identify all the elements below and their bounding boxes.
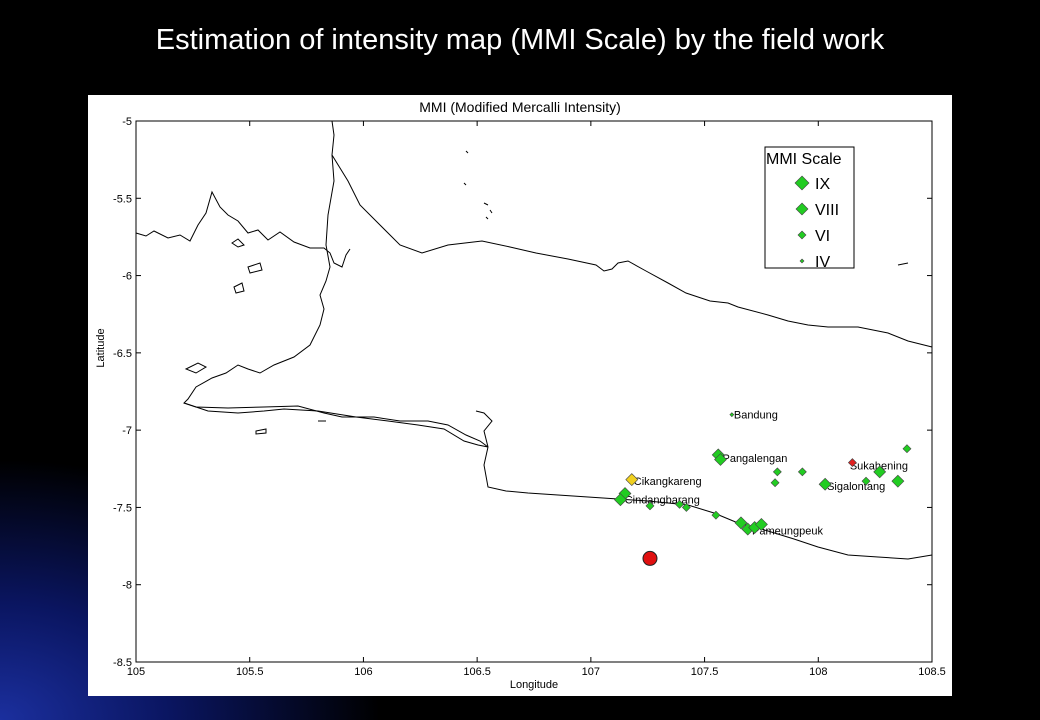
- y-tick-label: -8: [122, 580, 132, 592]
- place-label: Pangalengan: [722, 453, 787, 465]
- mmi-marker: [675, 499, 684, 509]
- map-figure: MMI (Modified Mercalli Intensity): [88, 95, 952, 696]
- legend: MMI Scale IX VIII VI IV: [764, 146, 855, 271]
- mmi-marker: [734, 516, 748, 530]
- mmi-marker: [729, 412, 735, 418]
- island-4: [255, 428, 267, 435]
- island-1: [247, 262, 263, 274]
- legend-entries: IX VIII VI IV: [794, 175, 839, 271]
- y-tick-label: -6.5: [113, 348, 132, 360]
- x-tick-label: 107.5: [691, 666, 719, 678]
- slide-title: Estimation of intensity map (MMI Scale) …: [155, 24, 885, 56]
- legend-marker: [794, 175, 810, 191]
- y-tick-label: -6: [122, 271, 132, 283]
- island-group-2: [463, 150, 469, 186]
- mmi-marker: [861, 476, 871, 486]
- mmi-observations: [613, 412, 912, 536]
- coastline-sumatra: [135, 190, 351, 268]
- x-tick-label: 105.5: [236, 666, 264, 678]
- legend-marker: [799, 258, 805, 264]
- x-axis-label: Longitude: [510, 679, 558, 691]
- coastline-java-north: [183, 120, 489, 448]
- mmi-marker: [797, 467, 807, 477]
- mmi-marker: [714, 453, 727, 466]
- legend-marker: [797, 230, 807, 240]
- mmi-marker: [711, 510, 721, 520]
- y-tick-label: -7.5: [113, 502, 132, 514]
- coastline-sumatra-tip: [231, 238, 245, 248]
- mmi-marker: [770, 478, 780, 488]
- y-tick-label: -8.5: [113, 657, 132, 669]
- mmi-marker: [772, 467, 782, 477]
- x-tick-label: 108: [809, 666, 827, 678]
- place-label: Sigalontang: [827, 481, 885, 493]
- mmi-marker: [891, 474, 905, 488]
- coastline-jakarta-bay: [475, 410, 493, 448]
- mmi-marker: [613, 493, 627, 507]
- x-axis: 105 105.5 106 106.5 107 107.5 108 108.5: [127, 121, 946, 678]
- y-tick-label: -5.5: [113, 193, 132, 205]
- x-tick-label: 106: [354, 666, 372, 678]
- x-tick-label: 105: [127, 666, 145, 678]
- island-group-1: [483, 202, 493, 220]
- mmi-marker: [755, 518, 768, 531]
- epicenter-marker: [642, 550, 658, 566]
- map-title: MMI (Modified Mercalli Intensity): [419, 99, 621, 115]
- place-label: Pameungpeuk: [752, 526, 823, 538]
- island-2: [233, 282, 245, 294]
- y-tick-label: -5: [122, 116, 132, 128]
- coastline-java-north-east: [331, 154, 933, 348]
- place-labels: BandungPangalenganSukaheningCikangkareng…: [625, 410, 908, 538]
- y-axis-label: Latitude: [95, 328, 107, 367]
- mmi-marker: [873, 465, 887, 479]
- legend-label: VIII: [815, 202, 839, 219]
- mmi-marker: [645, 501, 655, 511]
- epicenter-layer: [642, 550, 658, 566]
- place-label: Cindangbarang: [625, 495, 700, 507]
- x-tick-label: 106.5: [463, 666, 491, 678]
- coastline-java-southwest: [183, 402, 489, 448]
- mmi-marker: [847, 458, 857, 468]
- legend-title: MMI Scale: [766, 151, 842, 168]
- legend-label: IV: [815, 254, 830, 271]
- mmi-marker: [902, 444, 912, 454]
- legend-label: IX: [815, 176, 830, 193]
- legend-box: [764, 146, 855, 269]
- mmi-marker: [625, 473, 639, 487]
- x-tick-label: 107: [582, 666, 600, 678]
- mmi-marker: [818, 477, 832, 491]
- x-tick-label: 108.5: [918, 666, 946, 678]
- legend-label: VI: [815, 228, 830, 245]
- y-tick-label: -7: [122, 425, 132, 437]
- mmi-marker: [681, 503, 691, 512]
- place-label: Cikangkareng: [634, 476, 702, 488]
- place-label: Bandung: [734, 410, 778, 422]
- island-6: [897, 262, 909, 266]
- legend-marker: [795, 202, 809, 216]
- map-svg: MMI (Modified Mercalli Intensity): [95, 99, 946, 691]
- y-axis: -5 -5.5 -6 -6.5 -7 -7.5 -8 -8.5: [113, 116, 932, 669]
- island-3: [184, 362, 208, 374]
